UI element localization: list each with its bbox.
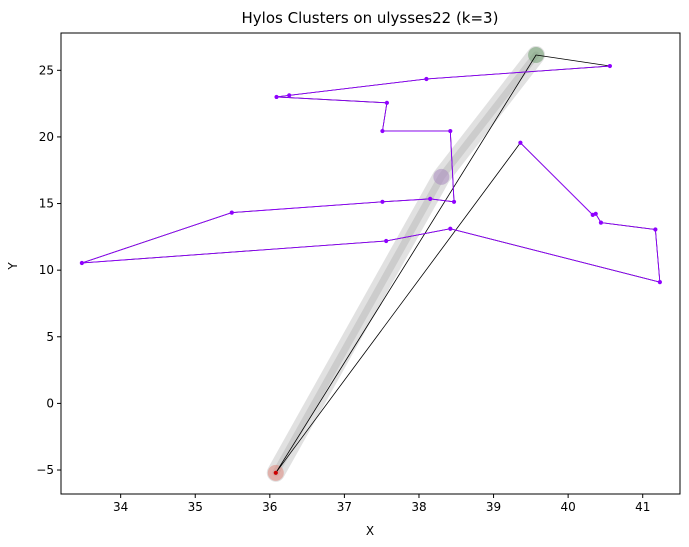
tour-point-10 <box>380 199 385 204</box>
y-axis-label: Y <box>6 262 20 271</box>
tour-point-3 <box>287 93 292 98</box>
y-tick-label: 25 <box>39 63 54 77</box>
x-tick-label: 41 <box>635 500 650 514</box>
tour-point-16 <box>653 227 658 232</box>
tour-point-20 <box>518 140 523 145</box>
chart-title: Hylos Clusters on ulysses22 (k=3) <box>242 9 499 27</box>
tour-line <box>81 65 661 283</box>
tour-point-5 <box>384 100 390 105</box>
depot-point <box>273 470 278 475</box>
x-tick-label: 34 <box>113 500 128 514</box>
plot-frame <box>60 32 681 495</box>
tour-point-1 <box>607 63 612 69</box>
x-tick-label: 37 <box>337 500 352 514</box>
route-line-black <box>81 54 661 474</box>
x-tick-label: 39 <box>486 500 501 514</box>
y-tick-label: 20 <box>39 130 54 144</box>
x-tick-label: 36 <box>262 500 277 514</box>
x-tick-label: 38 <box>411 500 426 514</box>
y-tick-label: 0 <box>46 396 54 410</box>
x-tick-label: 35 <box>188 500 203 514</box>
tour-point-17 <box>598 220 604 225</box>
tour-point-7 <box>448 128 453 134</box>
plot-area <box>79 45 662 482</box>
tour-point-14 <box>448 226 453 231</box>
tour-point-2 <box>424 76 429 82</box>
tour-point-9 <box>428 196 433 201</box>
tour-point-8 <box>451 199 457 204</box>
tour-point-19 <box>590 212 595 217</box>
x-axis-label: X <box>366 524 374 538</box>
tour-point-4 <box>274 94 279 100</box>
axes: 34 35 36 37 38 39 40 41 −5 0 5 10 15 20 25 <box>36 32 681 514</box>
y-tick-label: 10 <box>39 263 54 277</box>
tour-point-12 <box>79 260 84 266</box>
y-tick-label: 5 <box>46 330 54 344</box>
x-tick-label: 40 <box>560 500 575 514</box>
tour-point-13 <box>384 238 389 244</box>
y-tick-label: 15 <box>39 197 54 211</box>
y-tick-label: −5 <box>36 463 54 477</box>
tour-point-15 <box>657 280 662 285</box>
tour-point-11 <box>229 210 234 215</box>
tour-point-6 <box>380 128 385 134</box>
cluster-marker-2 <box>433 168 450 185</box>
